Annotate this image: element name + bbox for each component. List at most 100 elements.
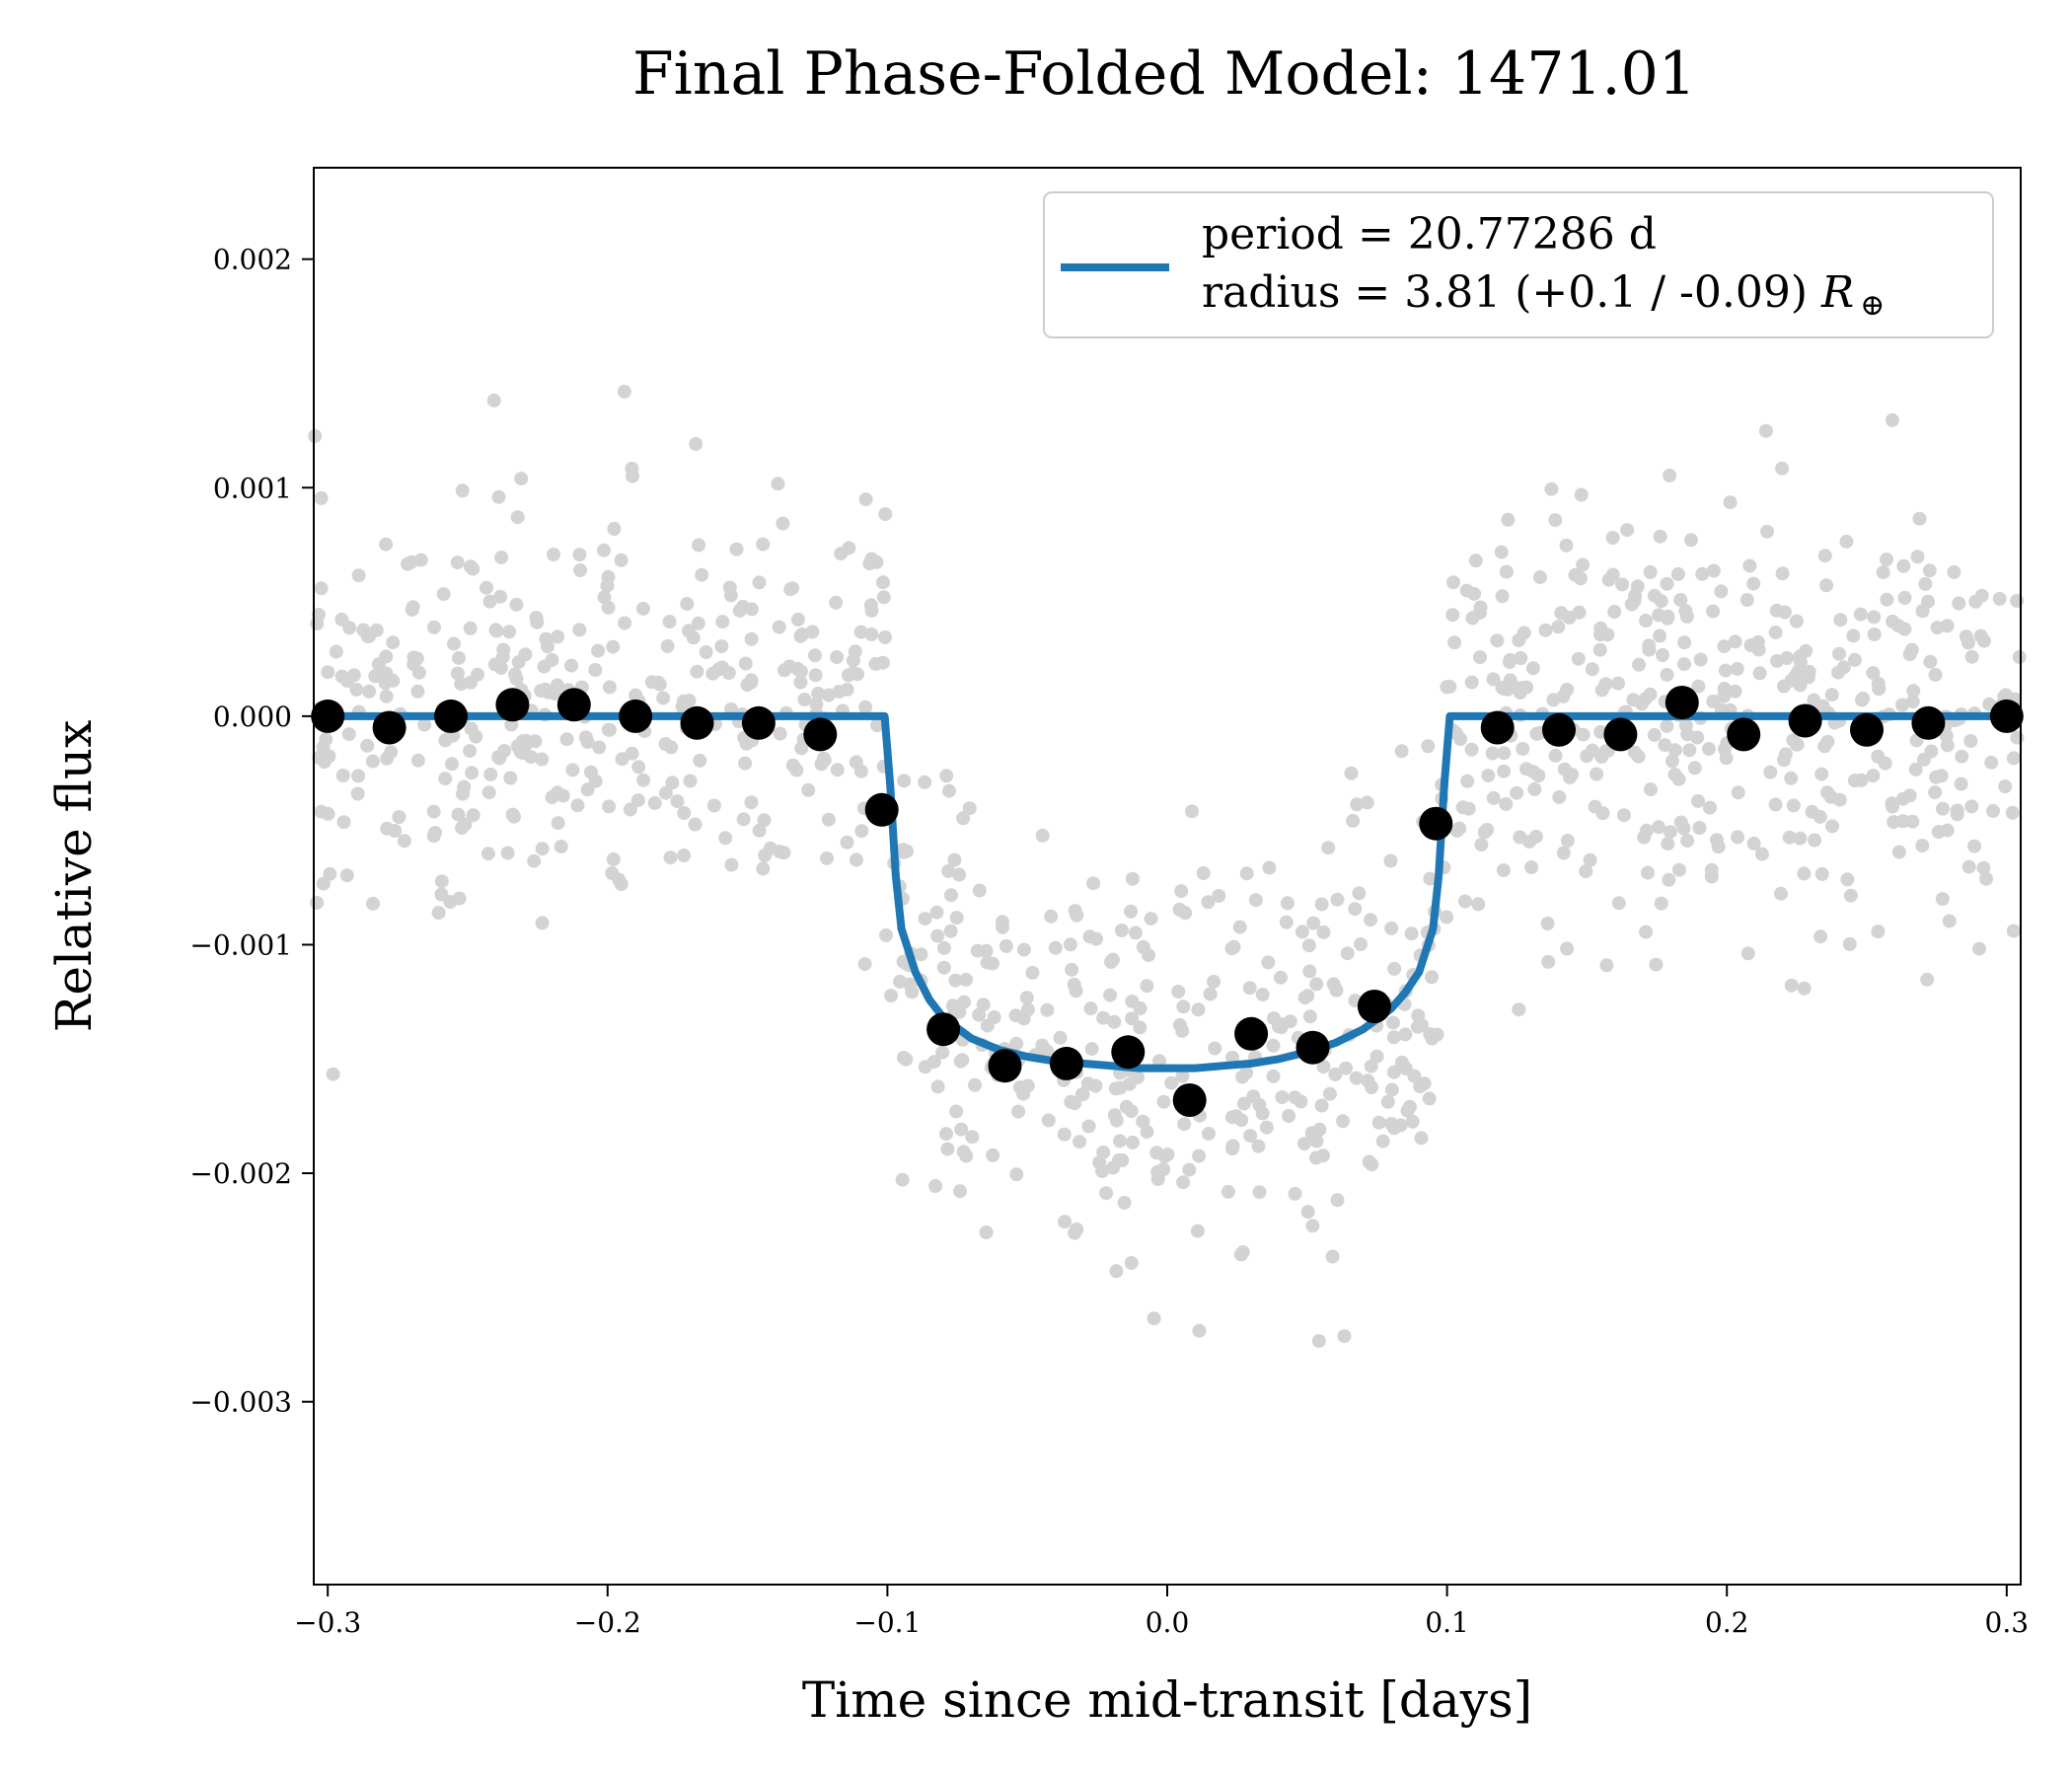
raw-point — [1063, 937, 1077, 952]
raw-point — [1329, 983, 1344, 998]
raw-point — [1322, 1086, 1337, 1101]
binned-point — [1172, 1083, 1207, 1117]
raw-point — [1842, 936, 1857, 951]
raw-point — [1963, 734, 1978, 748]
raw-point — [1201, 895, 1216, 910]
raw-point — [1328, 1067, 1343, 1081]
raw-point — [1677, 657, 1691, 672]
raw-point — [1677, 635, 1692, 650]
raw-point — [1011, 1104, 1026, 1119]
raw-point — [1934, 769, 1949, 783]
raw-point — [968, 1077, 982, 1092]
raw-point — [1676, 821, 1691, 836]
raw-point — [1819, 578, 1834, 593]
raw-point — [1576, 557, 1591, 572]
raw-point — [505, 807, 520, 822]
raw-point — [876, 575, 890, 590]
raw-point — [1232, 920, 1247, 934]
raw-point — [1417, 1076, 1432, 1091]
raw-point — [1790, 737, 1805, 752]
raw-point — [1160, 1147, 1175, 1162]
raw-point — [503, 771, 518, 785]
raw-point — [1410, 1019, 1425, 1034]
raw-point — [401, 556, 415, 571]
raw-point — [1775, 566, 1790, 581]
raw-point — [1731, 785, 1745, 800]
raw-point — [578, 730, 593, 745]
raw-point — [510, 510, 525, 525]
raw-point — [1283, 1014, 1297, 1029]
raw-point — [565, 763, 580, 777]
raw-point — [752, 575, 767, 590]
raw-point — [1486, 672, 1501, 687]
raw-point — [864, 603, 879, 618]
raw-point — [801, 782, 816, 797]
raw-point — [452, 650, 466, 665]
raw-point — [548, 687, 562, 702]
raw-point — [979, 1225, 994, 1239]
raw-point — [1598, 677, 1613, 692]
legend-radius-label: radius = 3.81 (+0.1 / -0.09) R ⊕ — [1202, 267, 1885, 323]
legend-period-label: period = 20.77286 d — [1202, 209, 1657, 259]
raw-point — [1923, 654, 1938, 669]
raw-point — [436, 587, 451, 602]
raw-point — [1144, 912, 1158, 926]
raw-point — [1728, 634, 1742, 649]
raw-point — [1499, 797, 1514, 811]
raw-point — [635, 601, 650, 616]
raw-point — [1928, 667, 1943, 682]
raw-point — [1171, 985, 1186, 999]
raw-point — [1670, 566, 1685, 581]
raw-point — [1718, 663, 1733, 678]
raw-point — [1658, 738, 1672, 753]
raw-point — [864, 627, 879, 641]
raw-point — [870, 718, 884, 733]
raw-point — [623, 802, 637, 817]
raw-point — [999, 938, 1013, 953]
raw-point — [1611, 676, 1625, 691]
x-tick-label: 0.1 — [1425, 1606, 1469, 1639]
raw-point — [884, 989, 899, 1002]
raw-point — [1440, 910, 1454, 925]
raw-point — [1107, 1108, 1122, 1123]
raw-point — [663, 851, 678, 865]
raw-point — [1453, 732, 1468, 746]
raw-point — [1510, 785, 1524, 800]
raw-point — [715, 660, 729, 675]
raw-point — [1639, 614, 1654, 628]
binned-point — [1989, 699, 2024, 733]
raw-point — [1867, 610, 1882, 625]
raw-point — [1866, 666, 1881, 681]
raw-point — [1081, 1119, 1096, 1134]
raw-point — [1775, 461, 1790, 476]
raw-point — [1846, 629, 1861, 643]
raw-point — [1723, 495, 1738, 510]
raw-point — [682, 624, 696, 638]
raw-point — [602, 799, 617, 814]
raw-point — [939, 769, 954, 783]
raw-point — [647, 795, 662, 810]
raw-point — [1673, 593, 1688, 607]
raw-point — [1895, 698, 1909, 712]
raw-point — [1897, 622, 1912, 636]
raw-point — [1407, 1069, 1422, 1083]
raw-point — [1452, 821, 1467, 836]
raw-point — [1339, 1061, 1353, 1075]
y-tick-label: 0.001 — [213, 472, 292, 504]
raw-point — [447, 636, 461, 651]
raw-point — [346, 668, 361, 683]
raw-point — [524, 750, 539, 765]
raw-point — [862, 556, 877, 571]
raw-point — [1793, 831, 1808, 846]
raw-point — [1896, 558, 1911, 573]
raw-point — [392, 810, 407, 824]
raw-point — [1904, 642, 1919, 657]
raw-point — [1813, 809, 1827, 824]
raw-point — [1843, 888, 1858, 903]
raw-point — [688, 817, 703, 832]
raw-point — [1631, 749, 1646, 764]
raw-point — [664, 740, 679, 755]
raw-point — [808, 648, 822, 663]
raw-point — [1113, 1134, 1127, 1148]
